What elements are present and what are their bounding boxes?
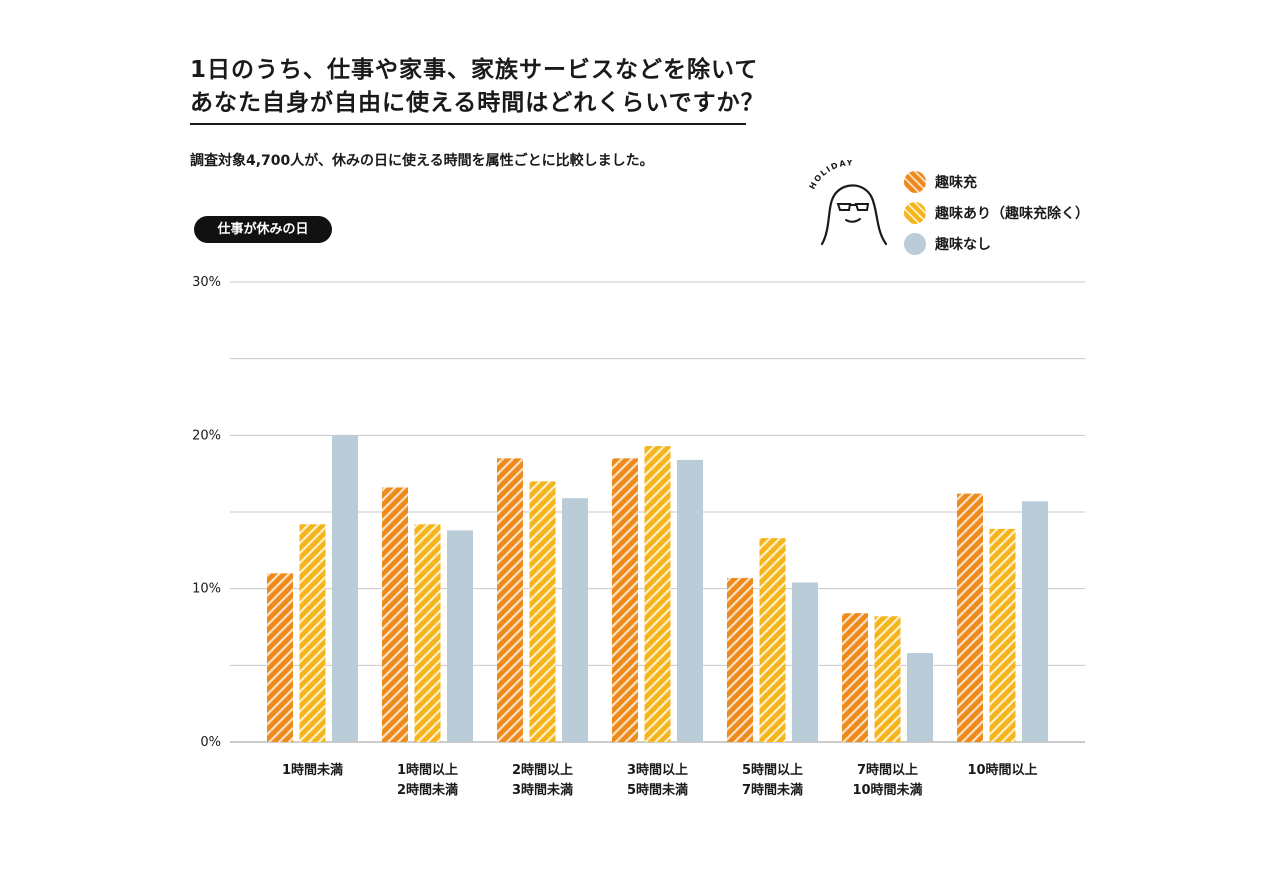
title-line-1: 1日のうち、仕事や家事、家族サービスなどを除いて (190, 57, 759, 83)
bar (529, 481, 556, 742)
x-tick-label: 10時間以上 (967, 762, 1037, 778)
legend-label: 趣味充 (935, 174, 977, 191)
x-tick-label: 1時間以上 2時間未満 (397, 762, 458, 798)
legend-swatch-blue (904, 232, 926, 255)
bar (727, 577, 753, 742)
legend-swatch-yellow (904, 201, 926, 224)
holiday-mascot-icon: HOLIDAY (808, 160, 888, 246)
bar (907, 653, 933, 742)
bar (644, 446, 671, 742)
condition-pill: 仕事が休みの日 (194, 216, 332, 243)
bar (267, 573, 293, 742)
bar (447, 530, 473, 742)
y-tick-label: 20% (192, 428, 221, 443)
y-tick-label: 10% (192, 582, 221, 597)
y-tick-label: 30% (192, 275, 221, 290)
bar (562, 498, 588, 742)
legend-swatch-orange (904, 170, 926, 193)
x-tick-label: 2時間以上 3時間未満 (512, 762, 573, 798)
bar (1022, 501, 1048, 742)
legend-item-shumi-ari: 趣味あり（趣味充除く） (904, 197, 1089, 228)
bar (382, 487, 408, 742)
legend-item-shumi-nashi: 趣味なし (904, 228, 1089, 259)
x-tick-label: 3時間以上 5時間未満 (627, 762, 688, 798)
bar (874, 616, 901, 742)
bar (612, 458, 638, 742)
title-divider (190, 123, 746, 125)
chart-subtitle: 調査対象4,700人が、休みの日に使える時間を属性ごとに比較しました。 (190, 153, 654, 169)
legend: 趣味充 趣味あり（趣味充除く） 趣味なし (904, 166, 1089, 259)
bar (497, 458, 523, 742)
bar (299, 524, 326, 742)
legend-label: 趣味なし (935, 236, 991, 253)
axis-labels: 0% 10% 20% 30% 1時間未満 1時間以上 2時間未満 2時間以上 3時間未満 3時間以… (192, 275, 1037, 798)
chart-title: 1日のうち、仕事や家事、家族サービスなどを除いて あなた自身が自由に使える時間は… (190, 54, 765, 120)
bar (989, 528, 1016, 742)
x-tick-label: 5時間以上 7時間未満 (742, 762, 803, 798)
bar (792, 582, 818, 742)
bar (957, 493, 983, 742)
x-tick-label: 7時間以上 10時間未満 (852, 762, 922, 798)
bar (677, 459, 703, 742)
bar (842, 613, 868, 742)
x-tick-label: 1時間未満 (282, 762, 343, 778)
bar (332, 435, 358, 742)
bar (759, 538, 786, 742)
bars (267, 435, 1048, 742)
bar (414, 524, 441, 742)
legend-label: 趣味あり（趣味充除く） (935, 205, 1089, 222)
y-tick-label: 0% (200, 735, 221, 750)
legend-item-shumi-ju: 趣味充 (904, 166, 1089, 197)
title-line-2: あなた自身が自由に使える時間はどれくらいですか？ (190, 90, 765, 116)
